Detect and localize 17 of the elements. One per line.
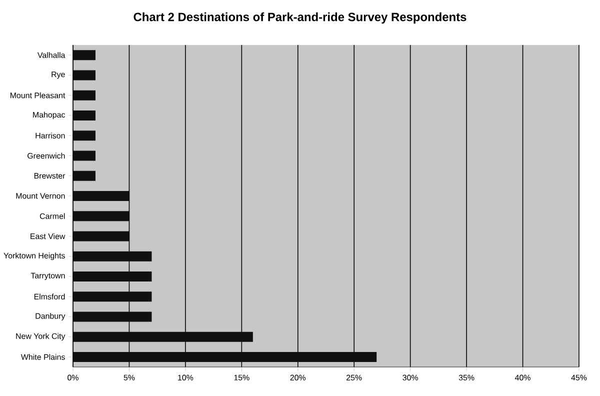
bar xyxy=(73,70,96,80)
bar xyxy=(73,312,152,322)
bar xyxy=(73,231,130,242)
bar xyxy=(73,150,96,161)
bar xyxy=(73,90,96,100)
bar xyxy=(73,352,377,362)
bar xyxy=(73,332,253,342)
bar xyxy=(73,251,152,262)
bar xyxy=(73,271,152,282)
bar xyxy=(73,110,96,120)
bar xyxy=(73,211,130,222)
bar xyxy=(73,292,152,302)
bar xyxy=(73,190,130,201)
bar xyxy=(73,50,96,60)
bar xyxy=(73,170,96,181)
chart-title: Chart 2 Destinations of Park-and-ride Survey Respondents xyxy=(134,12,466,24)
bar xyxy=(73,130,96,141)
